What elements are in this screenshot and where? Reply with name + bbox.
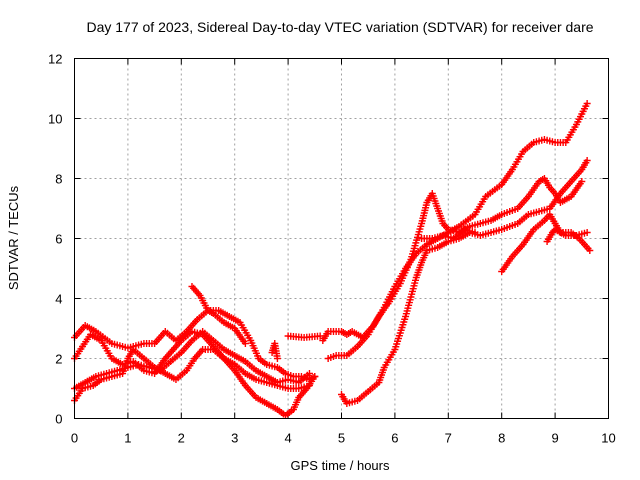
x-tick-label: 4 xyxy=(284,431,291,446)
y-tick-label: 4 xyxy=(55,292,62,307)
data-point xyxy=(578,178,586,185)
series-s7 xyxy=(284,332,324,341)
x-tick-label: 0 xyxy=(71,431,78,446)
y-axis-label: SDTVAR / TECUs xyxy=(6,185,21,290)
grid xyxy=(74,58,609,419)
x-tick-label: 9 xyxy=(551,431,558,446)
series-s11 xyxy=(418,226,479,242)
x-tick-label: 1 xyxy=(124,431,131,446)
series-s4 xyxy=(71,346,319,419)
y-tick-label: 6 xyxy=(55,232,62,247)
series-s13 xyxy=(543,226,591,245)
y-tick-label: 10 xyxy=(48,112,62,127)
x-tick-label: 7 xyxy=(445,431,452,446)
data-series xyxy=(71,100,594,419)
series-s6 xyxy=(268,340,281,362)
data-point xyxy=(583,229,591,236)
y-tick-label: 8 xyxy=(55,172,62,187)
data-point xyxy=(241,340,249,347)
data-point xyxy=(273,355,281,362)
data-point xyxy=(586,247,594,254)
data-point xyxy=(583,100,591,107)
series-s5 xyxy=(188,283,249,347)
x-axis-label: GPS time / hours xyxy=(291,458,390,473)
y-tick-label: 0 xyxy=(55,412,62,427)
series-s1 xyxy=(71,307,319,383)
data-point xyxy=(583,157,591,164)
series-s8 xyxy=(319,100,591,344)
data-point xyxy=(311,373,319,380)
chart-title: Day 177 of 2023, Sidereal Day-to-day VTE… xyxy=(86,19,593,35)
x-tick-label: 6 xyxy=(391,431,398,446)
series-s3 xyxy=(71,328,313,392)
series-s10 xyxy=(338,157,591,407)
x-tick-label: 3 xyxy=(231,431,238,446)
data-point xyxy=(471,229,479,236)
plot-frame xyxy=(74,58,609,419)
data-point xyxy=(305,370,313,377)
x-tick-label: 10 xyxy=(601,431,615,446)
x-tick-label: 5 xyxy=(338,431,345,446)
y-tick-label: 2 xyxy=(55,352,62,367)
series-s12 xyxy=(498,211,594,275)
y-tick-label: 12 xyxy=(48,52,62,67)
x-tick-label: 8 xyxy=(498,431,505,446)
x-tick-label: 2 xyxy=(178,431,185,446)
series-line xyxy=(340,160,588,405)
